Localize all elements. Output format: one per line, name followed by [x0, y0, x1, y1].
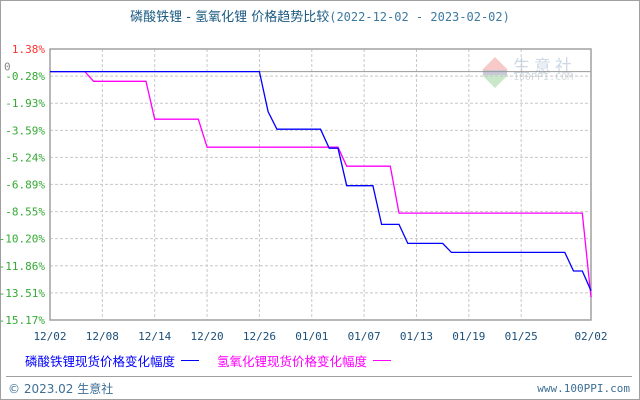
x-tick-label: 12/20 [191, 330, 224, 343]
x-tick-label: 12/14 [138, 330, 171, 343]
series-line-lioh [50, 70, 592, 298]
legend: 磷酸铁锂现货价格变化幅度 氢氧化锂现货价格变化幅度 [25, 351, 405, 370]
y-tick-label: -15.17% [0, 314, 45, 327]
site-link[interactable]: www.100PPI.com [537, 382, 630, 395]
y-tick-label: -5.24% [5, 151, 45, 164]
y-tick-label: -10.20% [0, 233, 45, 246]
y-tick-label: -1.93% [5, 97, 45, 110]
chart-title: 磷酸铁锂 - 氢氧化锂 价格趋势比较(2022-12-02 - 2023-02-… [0, 6, 640, 25]
x-tick-label: 01/13 [400, 330, 433, 343]
logo-icon [482, 57, 508, 88]
y-tick-label: -6.89% [5, 178, 45, 191]
x-tick-label: 01/19 [452, 330, 485, 343]
y-tick-label: -11.86% [0, 260, 45, 273]
y-tick-label: -13.51% [0, 287, 45, 300]
series-line-lfp [50, 70, 592, 291]
legend-swatch-lfp [181, 360, 200, 361]
x-tick-label: 12/02 [33, 330, 66, 343]
watermark-en: 100PPI.COM [513, 72, 574, 83]
x-tick-label: 12/08 [86, 330, 119, 343]
copyright: © 2023.02 生意社 [8, 382, 114, 396]
zero-label: 0 [4, 61, 11, 74]
legend-label-lioh: 氢氧化锂现货价格变化幅度 [217, 354, 368, 369]
legend-swatch-lioh [373, 360, 392, 361]
y-tick-label: -3.59% [5, 124, 45, 137]
x-tick-label: 01/25 [505, 330, 538, 343]
legend-label-lfp: 磷酸铁锂现货价格变化幅度 [25, 354, 176, 369]
title-range: (2022-12-02 - 2023-02-02) [329, 10, 510, 24]
plot-area [49, 48, 592, 321]
x-tick-label: 01/01 [295, 330, 328, 343]
y-tick-label: -8.55% [5, 206, 45, 219]
title-main: 磷酸铁锂 - 氢氧化锂 价格趋势比较 [130, 10, 330, 25]
x-tick-label: 12/26 [243, 330, 276, 343]
y-tick-label: 1.38% [12, 43, 45, 56]
x-tick-label: 01/07 [348, 330, 381, 343]
x-tick-label: 02/02 [574, 330, 607, 343]
y-tick-label: -0.28% [5, 70, 45, 83]
footer-divider [6, 376, 632, 377]
